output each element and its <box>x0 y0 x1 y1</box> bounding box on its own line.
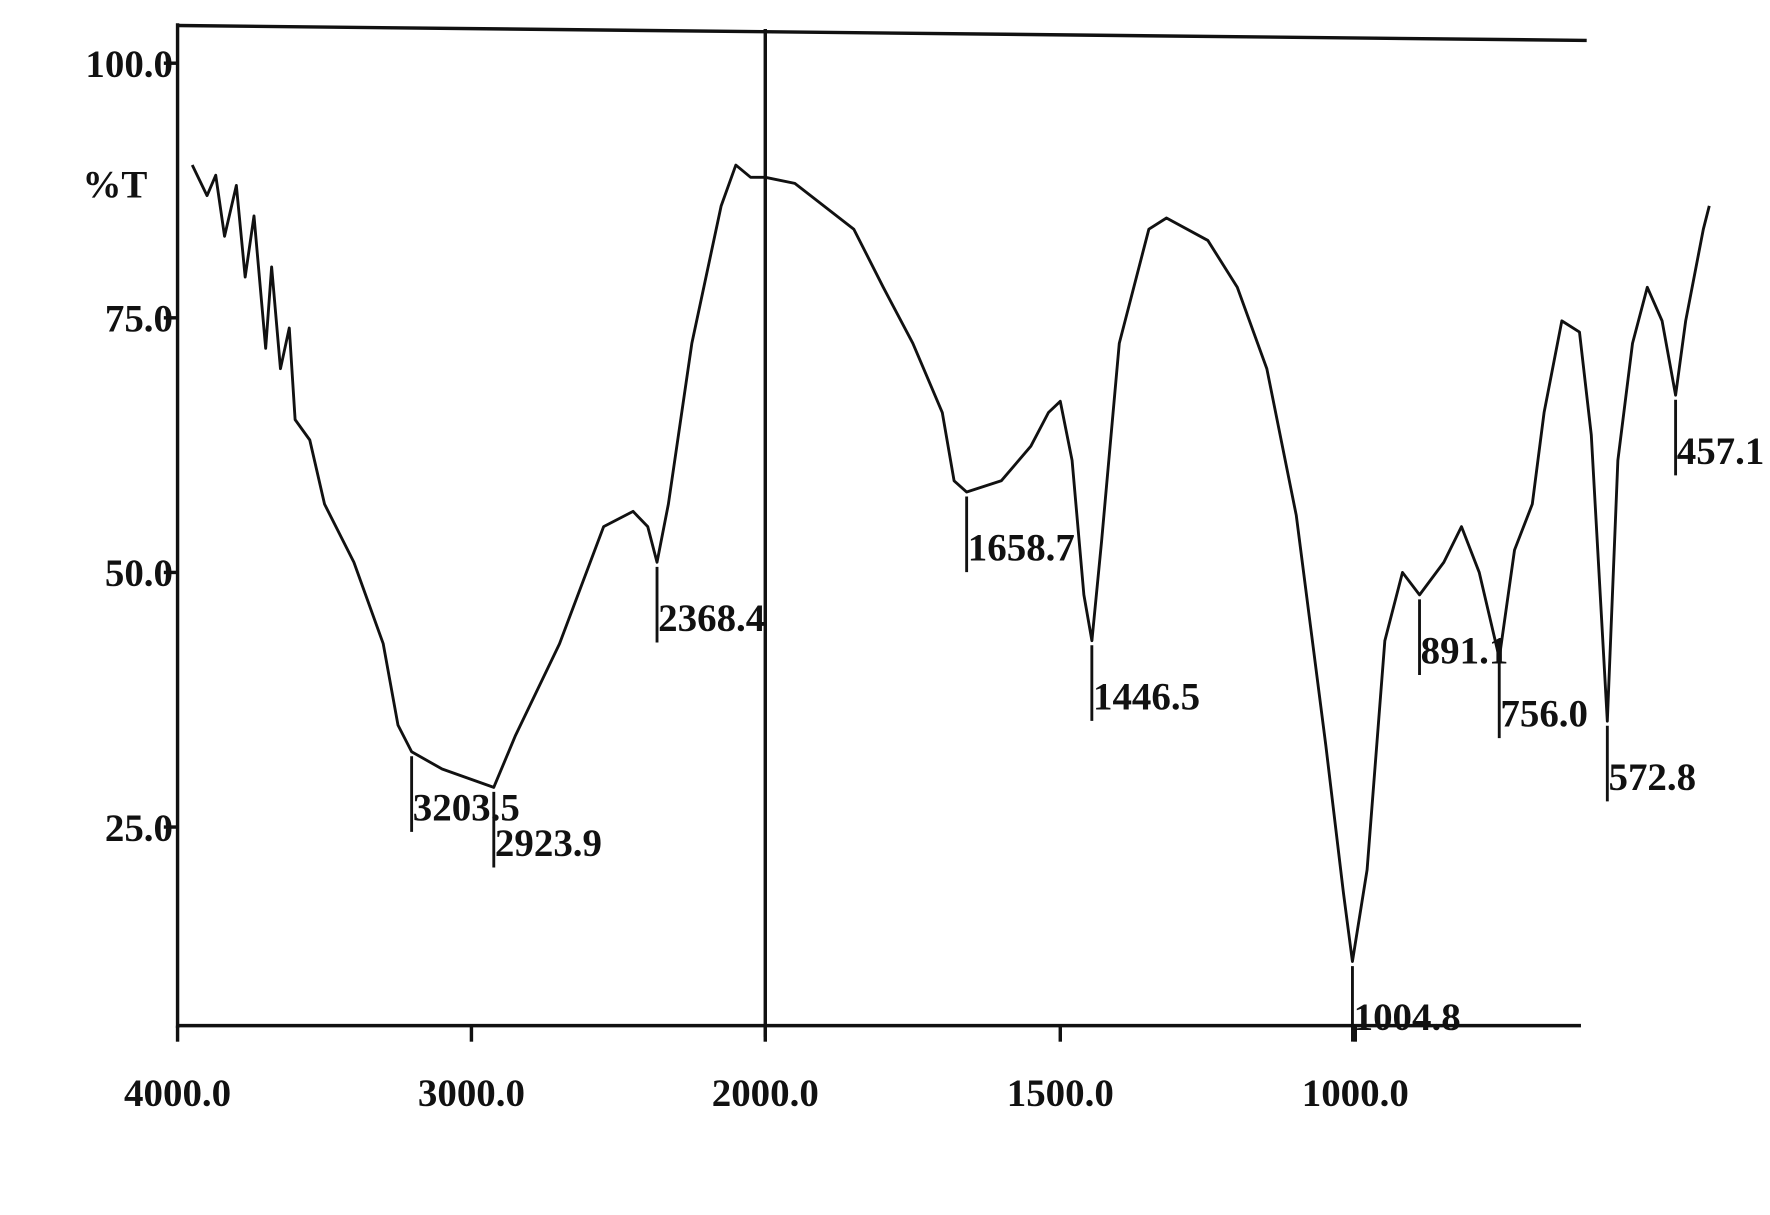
x-tick-label: 2000.0 <box>712 1072 819 1115</box>
peak-label: 756.0 <box>1500 693 1588 736</box>
y-tick-label: 75.0 <box>105 298 173 341</box>
x-tick-label: 4000.0 <box>124 1072 231 1115</box>
peak-label: 3203.5 <box>413 786 520 829</box>
peak-label: 2368.4 <box>658 597 765 640</box>
peak-label: 457.1 <box>1677 430 1765 473</box>
y-axis-label: %T <box>82 163 147 206</box>
x-tick-label: 3000.0 <box>418 1072 525 1115</box>
y-tick-label: 100.0 <box>85 43 173 86</box>
y-tick-label: 25.0 <box>105 807 173 850</box>
peak-label: 572.8 <box>1608 756 1696 799</box>
peak-label: 1446.5 <box>1093 675 1200 718</box>
peak-label: 2923.9 <box>495 822 602 865</box>
peak-label: 1004.8 <box>1354 996 1461 1039</box>
peak-label: 1658.7 <box>968 527 1075 570</box>
top-frame <box>177 23 1587 43</box>
peak-label: 891.1 <box>1421 630 1509 673</box>
x-tick-label: 1000.0 <box>1302 1072 1409 1115</box>
y-tick-label: 50.0 <box>105 552 173 595</box>
x-tick-label: 1500.0 <box>1007 1072 1114 1115</box>
spectrum-line <box>190 163 1711 963</box>
